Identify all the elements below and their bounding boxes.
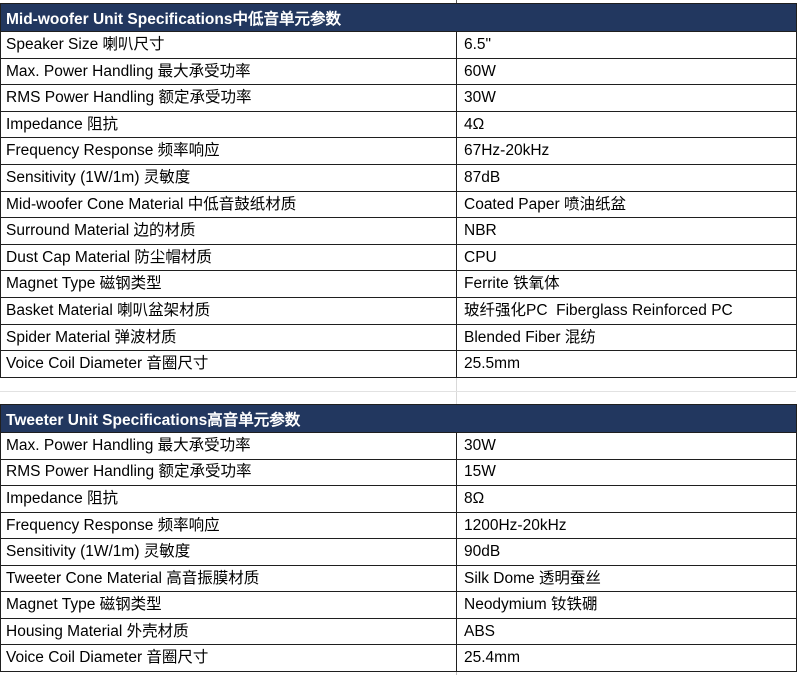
top-gridline-strip (0, 0, 796, 3)
spec-row: Dust Cap Material 防尘帽材质 CPU (0, 243, 798, 272)
spec-label-cell: Impedance 阻抗 (0, 485, 457, 513)
spec-label-cell: Mid-woofer Cone Material 中低音鼓纸材质 (0, 190, 457, 219)
gap-horizontal-gridline (0, 391, 796, 392)
spec-row: Speaker Size 喇叭尺寸 6.5" (0, 31, 798, 59)
spec-row: Impedance 阻抗 4Ω (0, 110, 798, 139)
spec-row: Frequency Response 频率响应 67Hz-20kHz (0, 137, 798, 166)
spec-value-cell: 67Hz-20kHz (455, 137, 798, 166)
spec-value-cell: 8Ω (455, 485, 798, 513)
spec-value-cell: 1200Hz-20kHz (455, 511, 798, 540)
spec-label-cell: Tweeter Cone Material 高音振膜材质 (0, 564, 457, 593)
spec-row: Voice Coil Diameter 音圈尺寸 25.5mm (0, 350, 798, 378)
spec-label-cell: Basket Material 喇叭盆架材质 (0, 297, 457, 325)
spec-label-cell: Speaker Size 喇叭尺寸 (0, 31, 457, 59)
bottom-gridline-strip (0, 672, 796, 675)
spec-label-cell: Sensitivity (1W/1m) 灵敏度 (0, 164, 457, 192)
spec-label-cell: Frequency Response 频率响应 (0, 137, 457, 166)
midwoofer-table-title: Mid-woofer Unit Specifications中低音单元参数 (0, 3, 798, 32)
spec-label-cell: Dust Cap Material 防尘帽材质 (0, 243, 457, 272)
spec-value-cell: 60W (455, 57, 798, 86)
spec-label-cell: RMS Power Handling 额定承受功率 (0, 458, 457, 487)
table-header-row: Mid-woofer Unit Specifications中低音单元参数 (0, 3, 798, 32)
spec-row: Magnet Type 磁钢类型 Neodymium 钕铁硼 (0, 591, 798, 619)
table-header-row: Tweeter Unit Specifications高音单元参数 (0, 404, 798, 433)
midwoofer-spec-table: Mid-woofer Unit Specifications中低音单元参数 Sp… (0, 3, 798, 378)
spec-value-cell: 25.4mm (455, 644, 798, 672)
spec-value-cell: 30W (455, 84, 798, 112)
spec-row: Frequency Response 频率响应 1200Hz-20kHz (0, 511, 798, 540)
spec-value-cell: 87dB (455, 164, 798, 192)
spec-label-cell: Voice Coil Diameter 音圈尺寸 (0, 350, 457, 378)
spec-value-cell: Neodymium 钕铁硼 (455, 591, 798, 619)
spec-label-cell: Impedance 阻抗 (0, 110, 457, 139)
spec-label-cell: Spider Material 弹波材质 (0, 323, 457, 352)
spec-label-cell: Sensitivity (1W/1m) 灵敏度 (0, 538, 457, 566)
spec-row: Sensitivity (1W/1m) 灵敏度 90dB (0, 538, 798, 566)
spec-value-cell: Coated Paper 喷油纸盆 (455, 190, 798, 219)
spec-value-cell: CPU (455, 243, 798, 272)
spec-row: Tweeter Cone Material 高音振膜材质 Silk Dome 透明… (0, 564, 798, 593)
spec-row: Spider Material 弹波材质 Blended Fiber 混纺 (0, 323, 798, 352)
column-divider-tick (456, 672, 457, 675)
spec-label-cell: Max. Power Handling 最大承受功率 (0, 432, 457, 460)
spec-value-cell: 6.5" (455, 31, 798, 59)
spec-row: Impedance 阻抗 8Ω (0, 485, 798, 513)
spec-row: Voice Coil Diameter 音圈尺寸 25.4mm (0, 644, 798, 672)
spec-label-cell: Magnet Type 磁钢类型 (0, 270, 457, 299)
spec-label-cell: Surround Material 边的材质 (0, 217, 457, 245)
spec-row: Surround Material 边的材质 NBR (0, 217, 798, 245)
spec-label-cell: Frequency Response 频率响应 (0, 511, 457, 540)
spec-row: Max. Power Handling 最大承受功率 30W (0, 432, 798, 460)
spec-row: Housing Material 外壳材质 ABS (0, 617, 798, 646)
spec-value-cell: 25.5mm (455, 350, 798, 378)
spec-label-cell: RMS Power Handling 额定承受功率 (0, 84, 457, 112)
spec-value-cell: NBR (455, 217, 798, 245)
spec-value-cell: 30W (455, 432, 798, 460)
spec-row: RMS Power Handling 额定承受功率 30W (0, 84, 798, 112)
spec-value-cell: Ferrite 铁氧体 (455, 270, 798, 299)
spec-row: Max. Power Handling 最大承受功率 60W (0, 57, 798, 86)
spec-row: Sensitivity (1W/1m) 灵敏度 87dB (0, 164, 798, 192)
spec-value-cell: 90dB (455, 538, 798, 566)
column-divider-tick (456, 0, 457, 3)
spec-label-cell: Voice Coil Diameter 音圈尺寸 (0, 644, 457, 672)
spec-row: Basket Material 喇叭盆架材质 玻纤强化PC Fiberglass … (0, 297, 798, 325)
spec-label-cell: Max. Power Handling 最大承受功率 (0, 57, 457, 86)
spec-row: Magnet Type 磁钢类型 Ferrite 铁氧体 (0, 270, 798, 299)
spec-value-cell: Silk Dome 透明蚕丝 (455, 564, 798, 593)
tweeter-spec-table: Tweeter Unit Specifications高音单元参数 Max. P… (0, 404, 798, 672)
spec-row: Mid-woofer Cone Material 中低音鼓纸材质 Coated P… (0, 190, 798, 219)
tweeter-table-title: Tweeter Unit Specifications高音单元参数 (0, 404, 798, 433)
table-gap (0, 378, 796, 404)
spec-value-cell: 4Ω (455, 110, 798, 139)
spec-value-cell: 15W (455, 458, 798, 487)
spec-value-cell: 玻纤强化PC Fiberglass Reinforced PC (455, 297, 798, 325)
spec-value-cell: Blended Fiber 混纺 (455, 323, 798, 352)
spec-label-cell: Housing Material 外壳材质 (0, 617, 457, 646)
spec-label-cell: Magnet Type 磁钢类型 (0, 591, 457, 619)
spec-value-cell: ABS (455, 617, 798, 646)
spec-row: RMS Power Handling 额定承受功率 15W (0, 458, 798, 487)
